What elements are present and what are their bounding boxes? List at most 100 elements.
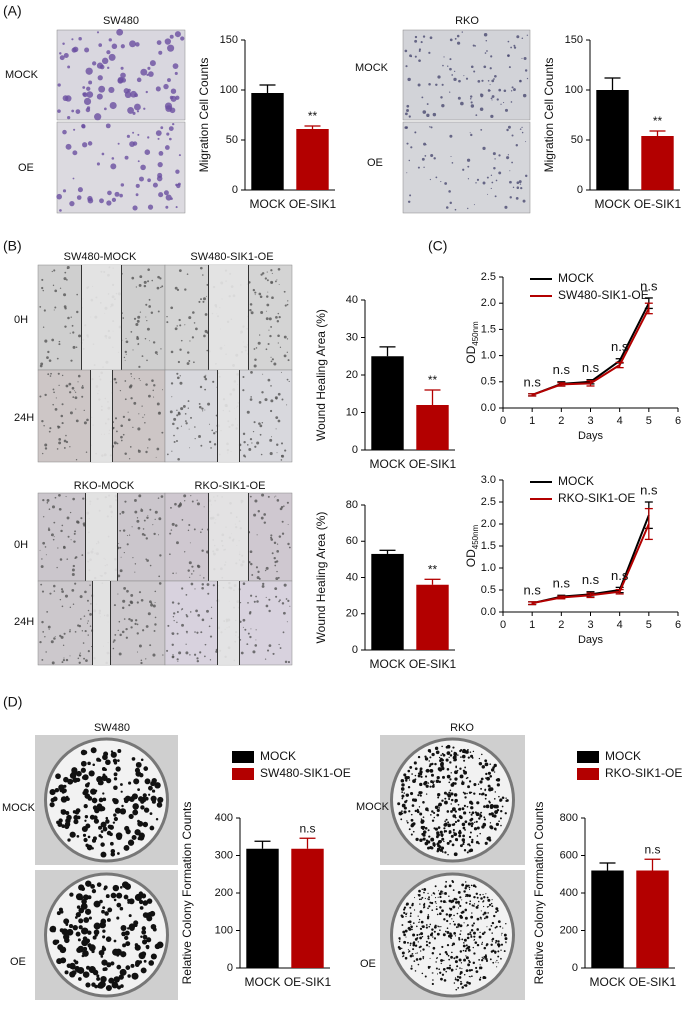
colony bbox=[465, 902, 468, 904]
colony bbox=[454, 820, 458, 824]
colony bbox=[91, 847, 94, 850]
colony bbox=[465, 947, 468, 950]
cell bbox=[281, 532, 285, 535]
colony bbox=[100, 806, 106, 812]
x-tick-label: MOCK bbox=[370, 457, 406, 471]
colony bbox=[125, 941, 131, 947]
cell bbox=[209, 659, 212, 661]
bar bbox=[371, 553, 404, 650]
cell bbox=[480, 93, 482, 95]
cell bbox=[183, 494, 187, 498]
cell bbox=[67, 116, 71, 120]
legend-label: RKO-SIK1-OE bbox=[605, 766, 682, 780]
colony bbox=[60, 796, 68, 803]
cell bbox=[119, 193, 123, 198]
cell bbox=[65, 95, 72, 102]
colony bbox=[444, 822, 448, 826]
cell bbox=[266, 649, 270, 652]
cell bbox=[186, 273, 189, 275]
colony bbox=[459, 904, 462, 908]
cell bbox=[119, 633, 122, 637]
cell bbox=[181, 587, 184, 590]
cell bbox=[81, 123, 86, 129]
colony bbox=[455, 901, 458, 904]
colony bbox=[436, 813, 440, 817]
colony bbox=[451, 843, 455, 847]
cell bbox=[211, 429, 213, 432]
cell bbox=[56, 357, 59, 360]
cell bbox=[74, 396, 78, 400]
cell bbox=[206, 583, 210, 586]
cell bbox=[203, 577, 205, 579]
cell bbox=[270, 534, 273, 537]
cell bbox=[172, 572, 174, 575]
colony bbox=[413, 761, 417, 765]
cell bbox=[414, 35, 418, 39]
colony bbox=[439, 912, 442, 916]
cell bbox=[136, 110, 140, 113]
cell bbox=[476, 178, 480, 181]
cell bbox=[267, 378, 271, 382]
cell bbox=[125, 340, 129, 344]
cell bbox=[112, 641, 115, 643]
colony bbox=[140, 799, 145, 804]
cell bbox=[155, 456, 157, 458]
colony bbox=[445, 901, 447, 903]
colony bbox=[449, 923, 451, 925]
cell bbox=[104, 107, 107, 111]
cell bbox=[203, 334, 206, 338]
y-axis-label: OD450nm bbox=[464, 321, 480, 364]
cell bbox=[184, 500, 186, 502]
bar bbox=[416, 405, 449, 450]
image-label: SW480 bbox=[103, 15, 139, 27]
colony bbox=[441, 945, 444, 948]
colony bbox=[414, 767, 418, 771]
colony bbox=[500, 810, 503, 813]
colony bbox=[468, 811, 471, 814]
cell bbox=[270, 269, 273, 272]
cell bbox=[160, 495, 164, 498]
colony bbox=[71, 966, 75, 970]
colony bbox=[419, 950, 422, 952]
cell bbox=[258, 334, 261, 336]
colony bbox=[501, 934, 503, 936]
colony bbox=[447, 823, 452, 828]
colony bbox=[489, 958, 492, 961]
cell bbox=[120, 556, 122, 558]
colony bbox=[122, 943, 127, 948]
cell bbox=[283, 583, 287, 587]
cell bbox=[210, 447, 212, 449]
cell bbox=[148, 438, 151, 441]
significance-label: ** bbox=[308, 109, 318, 123]
cell bbox=[259, 295, 263, 299]
cell bbox=[469, 98, 472, 100]
colony bbox=[465, 884, 469, 888]
cell bbox=[82, 385, 84, 387]
cell bbox=[119, 546, 122, 549]
colony bbox=[121, 931, 126, 937]
colony bbox=[472, 961, 476, 965]
colony bbox=[446, 919, 449, 923]
x-tick-label: 4 bbox=[617, 415, 623, 427]
cell bbox=[69, 630, 71, 633]
colony bbox=[466, 792, 468, 795]
colony bbox=[120, 984, 124, 988]
cell bbox=[175, 206, 178, 209]
cell bbox=[288, 380, 290, 383]
cell bbox=[108, 53, 116, 61]
colony bbox=[125, 965, 131, 970]
colony bbox=[116, 902, 122, 908]
cell bbox=[135, 619, 138, 622]
colony bbox=[84, 793, 91, 799]
cell bbox=[172, 63, 179, 69]
cell bbox=[168, 137, 172, 141]
colony bbox=[468, 982, 471, 985]
x-tick-label: 6 bbox=[675, 415, 681, 427]
cell bbox=[120, 72, 126, 79]
cell bbox=[504, 205, 508, 209]
cell bbox=[181, 608, 184, 610]
colony bbox=[430, 901, 434, 905]
colony bbox=[462, 781, 465, 784]
cell bbox=[426, 103, 429, 106]
colony bbox=[483, 946, 487, 950]
